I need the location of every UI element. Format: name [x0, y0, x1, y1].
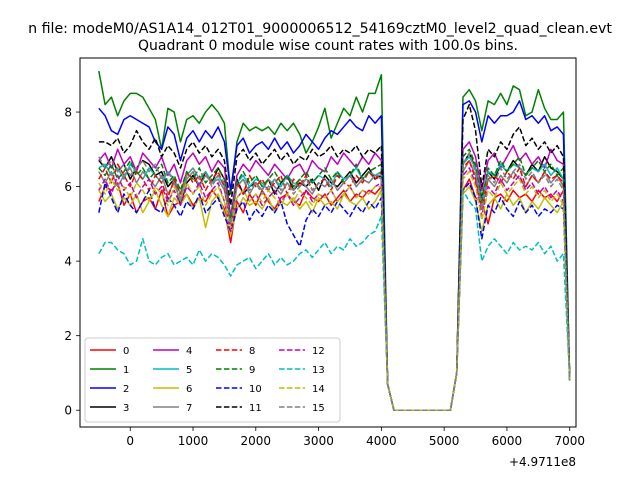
legend-label-7: 7 — [186, 403, 192, 414]
legend-label-12: 12 — [312, 346, 325, 357]
series-11-line — [98, 103, 571, 411]
series-12-line — [98, 167, 571, 411]
x-tick-label: 3000 — [303, 434, 334, 448]
legend-label-1: 1 — [123, 365, 129, 376]
series-15-line — [98, 152, 571, 411]
y-tick-label: 8 — [64, 106, 72, 120]
legend-label-8: 8 — [249, 346, 255, 357]
x-tick-label: 1000 — [178, 434, 209, 448]
x-tick-label: 5000 — [429, 434, 460, 448]
legend-label-3: 3 — [123, 403, 129, 414]
legend-label-14: 14 — [312, 384, 325, 395]
plot-frame — [79, 57, 577, 428]
y-axis: 0 2 4 6 8 — [64, 106, 80, 418]
series-9-line — [98, 148, 571, 411]
x-tick-label: 0 — [126, 434, 134, 448]
legend-label-9: 9 — [249, 365, 255, 376]
y-tick-label: 0 — [64, 404, 72, 418]
chart-title: Quadrant 0 module wise count rates with … — [138, 38, 518, 54]
x-tick-label: 6000 — [492, 434, 523, 448]
series-layer — [98, 70, 571, 411]
series-6-line — [98, 185, 571, 411]
y-tick-label: 2 — [64, 329, 72, 343]
legend-label-15: 15 — [312, 403, 325, 414]
legend-label-2: 2 — [123, 384, 129, 395]
x-tick-label: 4000 — [366, 434, 397, 448]
series-8-line — [98, 159, 571, 411]
x-offset-label: +4.9711e8 — [509, 455, 576, 469]
figure-suptitle: n file: modeM0/AS1A14_012T01_9000006512_… — [28, 21, 612, 37]
legend-label-4: 4 — [186, 346, 192, 357]
series-4-line — [98, 141, 571, 411]
series-10-line — [98, 182, 571, 411]
series-2-line — [98, 100, 571, 411]
legend-box — [84, 337, 341, 423]
series-1-line — [98, 70, 571, 411]
x-tick-label: 2000 — [241, 434, 272, 448]
legend-label-6: 6 — [186, 384, 192, 395]
x-tick-label: 7000 — [554, 434, 585, 448]
legend-label-13: 13 — [312, 365, 325, 376]
legend-label-0: 0 — [123, 346, 129, 357]
series-14-line — [98, 170, 571, 411]
x-axis: 0 1000 2000 3000 4000 5000 6000 7000 — [126, 427, 585, 448]
series-13-line — [98, 189, 571, 411]
legend-label-5: 5 — [186, 365, 192, 376]
series-0-line — [98, 178, 571, 411]
y-tick-label: 4 — [64, 255, 72, 269]
y-tick-label: 6 — [64, 180, 72, 194]
legend-label-11: 11 — [249, 403, 262, 414]
legend-label-10: 10 — [249, 384, 262, 395]
